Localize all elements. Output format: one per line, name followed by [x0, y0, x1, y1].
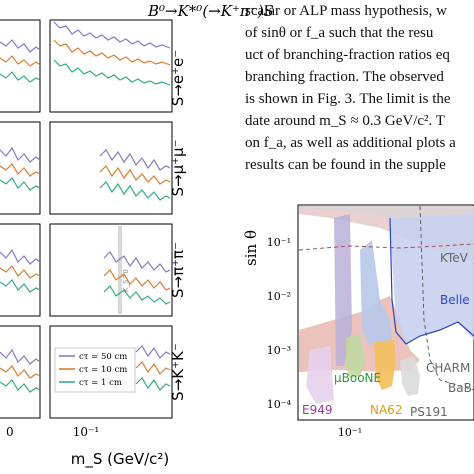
panel-col1-row4	[0, 325, 41, 419]
legend-entry-50cm: cτ = 50 cm	[79, 352, 127, 362]
right-figure: 10⁻¹ 10⁻² 10⁻³ 10⁻⁴ sin θ 10⁻¹ KTeV Bell…	[242, 204, 474, 439]
label-charm: CHARM	[426, 361, 470, 375]
y-tick-1e-3: 10⁻³	[267, 344, 291, 357]
region-e949	[306, 346, 334, 404]
region-blue-mid	[360, 240, 392, 346]
panel-col1-row3	[0, 223, 41, 317]
y-tick-1e-1: 10⁻¹	[267, 236, 291, 249]
paragraph-line-3: uct of branching-fraction ratios eq	[245, 47, 450, 63]
paragraph-line-1: scalar or ALP mass hypothesis, w	[245, 3, 447, 19]
panel-col2-row1: S→e⁺e⁻	[49, 19, 187, 113]
paragraph-line-4: branching fraction. The observed	[245, 69, 444, 85]
left-figure: B⁰→K*⁰(→K⁺π⁻)S	[0, 2, 274, 469]
row-label-kk: S→K⁺K⁻	[169, 343, 187, 401]
panel-col1-row2	[0, 121, 41, 215]
label-e949: E949	[302, 403, 333, 417]
legend: cτ = 50 cm cτ = 10 cm cτ = 1 cm	[54, 347, 136, 393]
y-tick-1e-2: 10⁻²	[267, 290, 291, 303]
row-label-mumu: S→μ⁺μ⁻	[169, 139, 187, 196]
paragraph-line-2: of sinθ or f_a such that the resu	[245, 25, 434, 41]
x-tick-left-fragment: 0	[6, 425, 14, 439]
legend-entry-10cm: cτ = 10 cm	[79, 365, 127, 375]
region-ps191	[400, 356, 420, 396]
dashed-curve-2	[419, 205, 474, 391]
label-ktev: KTeV	[440, 251, 469, 265]
panel-col2-row4: cτ = 50 cm cτ = 10 cm cτ = 1 cm S→K⁺K⁻	[49, 325, 187, 419]
left-figure-title: B⁰→K*⁰(→K⁺π⁻)S	[147, 2, 274, 20]
x-tick-left-right-panel: 10⁻¹	[73, 425, 99, 439]
panel-col1-row1	[0, 19, 41, 113]
panel-col2-row3: K_S^0 S→π⁺π⁻	[49, 223, 187, 317]
right-y-axis-label: sin θ	[242, 230, 260, 266]
paragraph-line-8: results can be found in the supple	[245, 157, 446, 173]
belle-curve	[389, 217, 474, 345]
paragraph-text: scalar or ALP mass hypothesis, w of sinθ…	[245, 3, 456, 173]
y-tick-1e-4: 10⁻⁴	[267, 398, 292, 411]
label-belle: Belle I	[440, 293, 474, 307]
label-muboone: μBooNE	[334, 371, 381, 385]
label-bab: BaB	[448, 381, 472, 395]
dashed-curve-1	[298, 243, 474, 251]
ks-annotation: K_S^0	[122, 269, 130, 292]
paragraph-line-6: date around m_S ≈ 0.3 GeV/c². T	[245, 113, 445, 129]
region-na62	[374, 340, 396, 390]
right-x-tick-1e-1: 10⁻¹	[338, 426, 362, 439]
legend-entry-1cm: cτ = 1 cm	[79, 378, 122, 388]
row-label-ee: S→e⁺e⁻	[169, 50, 187, 106]
paragraph-line-5: is shown in Fig. 3. The limit is the	[245, 91, 451, 107]
row-label-pipi: S→π⁺π⁻	[169, 242, 187, 298]
region-purple-band	[334, 214, 352, 366]
region-ktev	[299, 206, 474, 240]
panel-col2-row2: S→μ⁺μ⁻	[49, 121, 187, 215]
left-x-axis-label: m_S (GeV/c²)	[71, 450, 170, 469]
region-belle	[390, 214, 474, 344]
paragraph-line-7: on f_a, as well as additional plots a	[245, 135, 456, 151]
region-muboone	[346, 334, 366, 378]
label-na62: NA62	[370, 403, 402, 417]
label-ps191: PS191	[410, 405, 448, 419]
